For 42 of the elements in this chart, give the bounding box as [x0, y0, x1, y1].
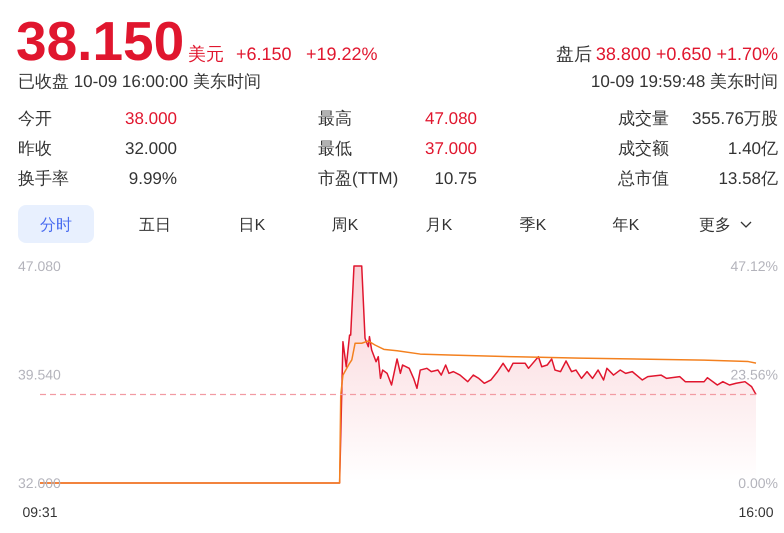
text: 38.000	[125, 109, 177, 128]
text: 换手率	[18, 169, 69, 188]
y2-tick-label: 0.00%	[738, 475, 778, 491]
text: 市盈(TTM)	[318, 169, 398, 188]
text: 年K	[612, 217, 640, 234]
text: 10-09 19:59:48 美东时间	[590, 72, 778, 91]
y2-tick-label: 47.12%	[730, 258, 778, 274]
text: 成交量	[618, 109, 669, 128]
text: 季K	[520, 216, 547, 234]
y-tick-label: 32.000	[18, 475, 62, 491]
text: 13.58亿	[718, 169, 778, 188]
text: 37.000	[425, 139, 477, 158]
text: 总市值	[617, 169, 669, 188]
x-tick-label: 16:00	[738, 504, 774, 520]
text: 最低	[318, 139, 352, 158]
text: 分时	[40, 216, 72, 234]
text: 最高	[318, 109, 352, 128]
text: 盘后	[556, 44, 592, 64]
text: 周K	[332, 217, 359, 234]
text: 日K	[238, 217, 266, 234]
text: 五日	[139, 217, 171, 234]
text: 1.40亿	[728, 139, 778, 158]
text: 今开	[18, 109, 52, 128]
text: +19.22%	[306, 44, 378, 64]
text: 9.99%	[128, 169, 177, 188]
y-tick-label: 39.540	[18, 366, 62, 382]
x-tick-label: 09:31	[22, 504, 58, 520]
text: 32.000	[125, 139, 177, 158]
text: 355.76万股	[692, 109, 778, 128]
text: 美元	[188, 44, 224, 64]
y-tick-label: 47.080	[18, 258, 62, 274]
text: 月K	[426, 217, 453, 234]
text: 47.080	[425, 109, 477, 128]
chart-subtitle: 已收盘 10-09 16:00:00 美东时间	[18, 72, 261, 91]
text: 昨收	[18, 139, 52, 158]
text: 成交额	[618, 139, 669, 158]
text: 10.75	[434, 169, 477, 188]
chart-title: 38.150	[16, 10, 184, 72]
y2-tick-label: 23.56%	[730, 366, 778, 382]
text: +6.150	[236, 44, 292, 64]
text: 更多	[699, 216, 731, 234]
text: 38.800 +0.650 +1.70%	[596, 44, 778, 64]
